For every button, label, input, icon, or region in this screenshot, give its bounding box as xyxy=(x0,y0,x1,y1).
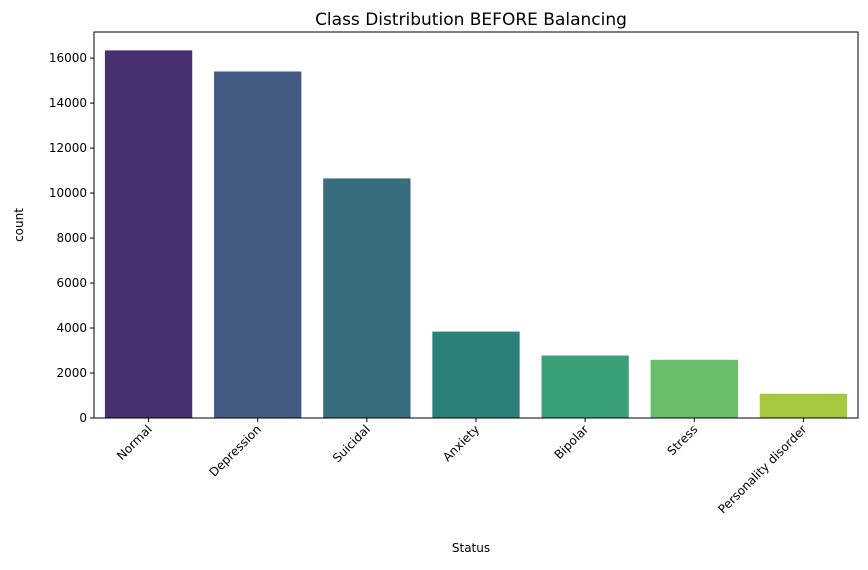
bar-depression xyxy=(214,71,302,419)
y-tick-label: 0 xyxy=(79,411,87,425)
y-tick-label: 6000 xyxy=(56,276,87,290)
x-tick-label: Normal xyxy=(114,422,155,463)
bar-normal xyxy=(104,50,193,418)
y-tick-label: 8000 xyxy=(56,231,87,245)
plot-frame xyxy=(93,31,859,419)
x-tick-label: Depression xyxy=(207,422,264,479)
y-tick-label: 4000 xyxy=(56,321,87,335)
bars-group xyxy=(104,50,848,419)
y-tick-label: 16000 xyxy=(49,51,87,65)
x-tick-label: Suicidal xyxy=(330,422,373,465)
bar-stress xyxy=(650,359,738,418)
bar-suicidal xyxy=(323,178,411,418)
x-axis-label: Status xyxy=(452,541,490,555)
bar-personality-disorder xyxy=(759,393,848,418)
y-tick-label: 14000 xyxy=(49,96,87,110)
chart-title: Class Distribution BEFORE Balancing xyxy=(315,10,627,30)
x-tick-label: Bipolar xyxy=(552,422,592,462)
y-axis-label: count xyxy=(12,208,26,242)
x-tick-label: Personality disorder xyxy=(715,422,809,516)
bar-bipolar xyxy=(541,355,629,418)
y-tick-label: 10000 xyxy=(49,186,87,200)
x-axis: Normal Depression Suicidal Anxiety Bipolar St… xyxy=(114,418,810,516)
y-axis: 0 2000 4000 6000 8000 10000 12000 14000 16000 xyxy=(49,51,94,425)
x-tick-label: Anxiety xyxy=(440,422,482,464)
bar-anxiety xyxy=(432,331,520,418)
x-tick-label: Stress xyxy=(664,422,700,458)
y-tick-label: 2000 xyxy=(56,366,87,380)
y-tick-label: 12000 xyxy=(49,141,87,155)
